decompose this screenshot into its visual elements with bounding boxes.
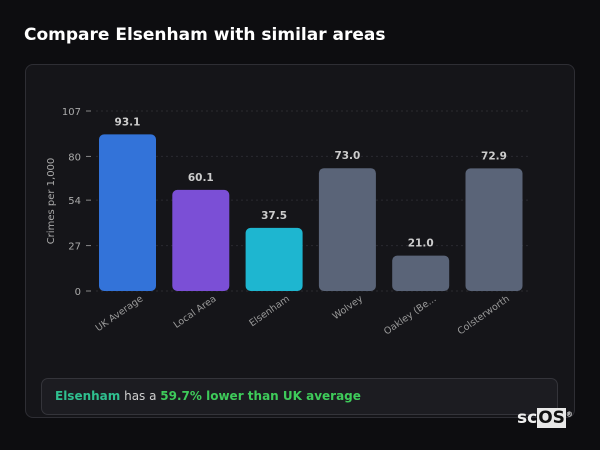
y-tick-label: 27 (68, 242, 81, 253)
bar-value-label: 37.5 (261, 210, 287, 222)
scos-logo: scOS® (517, 408, 573, 428)
bar-value-label: 21.0 (408, 238, 434, 250)
summary-comparison: 59.7% lower than UK average (160, 389, 361, 403)
bar (99, 134, 156, 291)
y-tick-label: 107 (62, 107, 81, 118)
x-tick-label: Elsenham (247, 293, 291, 329)
summary-area: Elsenham (55, 389, 121, 403)
x-tick-label: Oakley (Be... (382, 293, 438, 337)
bar (465, 168, 523, 291)
x-tick-label: Local Area (172, 293, 219, 330)
bar (392, 255, 450, 291)
page-title: Compare Elsenham with similar areas (24, 25, 386, 45)
bar (318, 168, 376, 291)
y-tick-label: 80 (68, 152, 81, 163)
bar-value-label: 73.0 (334, 150, 360, 162)
bar-value-label: 72.9 (481, 150, 507, 162)
bar-value-label: 93.1 (115, 116, 141, 128)
x-tick-label: Wolvey (331, 293, 366, 322)
summary-box: Elsenham has a 59.7% lower than UK avera… (41, 378, 558, 415)
bar (245, 227, 303, 291)
summary-text: has a (120, 389, 161, 403)
y-tick-label: 0 (75, 287, 81, 298)
y-tick-label: 54 (68, 196, 81, 207)
bar-value-label: 60.1 (188, 172, 214, 184)
bar (172, 189, 230, 291)
x-tick-label: Colsterworth (456, 293, 512, 337)
y-axis-label: Crimes per 1,000 (46, 158, 57, 245)
x-tick-label: UK Average (94, 293, 146, 334)
